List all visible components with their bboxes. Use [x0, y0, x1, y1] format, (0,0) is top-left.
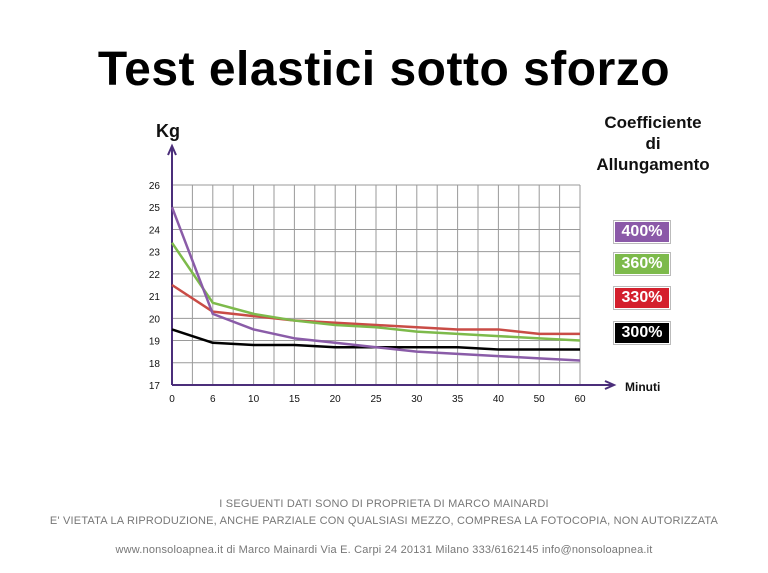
y-tick-label: 25: [149, 203, 161, 214]
chart-axes: [167, 143, 617, 390]
x-tick-label: 50: [534, 394, 546, 405]
chart-series: [170, 206, 581, 362]
series-line-360: [170, 242, 581, 342]
y-tick-label: 21: [149, 292, 161, 303]
x-tick-label: 10: [248, 394, 260, 405]
x-tick-label: 35: [452, 394, 464, 405]
x-tick-label: 40: [493, 394, 505, 405]
x-tick-label: 0: [169, 394, 175, 405]
chart-grid: [171, 184, 581, 386]
x-tick-label: 30: [411, 394, 423, 405]
y-tick-label: 26: [149, 181, 161, 192]
y-tick-label: 18: [149, 359, 161, 370]
legend-title-line3: Allungamento: [596, 155, 710, 174]
x-tick-label: 15: [289, 394, 301, 405]
x-axis-arrow: [604, 380, 617, 390]
footer-copyright: I SEGUENTI DATI SONO DI PROPRIETA DI MAR…: [219, 498, 549, 510]
series-line-300: [171, 328, 580, 351]
y-tick-label: 19: [149, 337, 161, 348]
y-tick-label: 22: [149, 270, 161, 281]
y-tick-label: 20: [149, 314, 161, 325]
y-axis-arrow: [167, 143, 177, 156]
footer-disclaimer: E' VIETATA LA RIPRODUZIONE, ANCHE PARZIA…: [49, 515, 719, 527]
legend-entry-360: 360%: [614, 253, 670, 275]
legend-title-line2: di: [645, 134, 661, 153]
x-tick-label: 6: [210, 394, 216, 405]
y-axis-label: Kg: [156, 121, 180, 141]
x-axis-label: Minuti: [625, 380, 660, 394]
footer-contact: www.nonsoloapnea.it di Marco Mainardi Vi…: [115, 544, 653, 556]
x-tick-label: 60: [574, 394, 586, 405]
legend-entry-400: 400%: [614, 221, 670, 243]
y-tick-label: 24: [149, 225, 161, 236]
x-tick-label: 25: [370, 394, 382, 405]
y-tick-label: 23: [149, 248, 161, 259]
legend-entry-330: 330%: [614, 287, 670, 309]
series-line-400: [170, 206, 581, 362]
page-title: Test elastici sotto sforzo: [97, 43, 671, 96]
legend-title: Coefficiente di Allungamento: [578, 112, 728, 175]
y-tick-label: 17: [149, 381, 161, 392]
series-line-330: [171, 283, 580, 336]
x-tick-label: 20: [330, 394, 342, 405]
legend-entry-300: 300%: [614, 322, 670, 344]
legend-title-line1: Coefficiente: [604, 113, 702, 132]
